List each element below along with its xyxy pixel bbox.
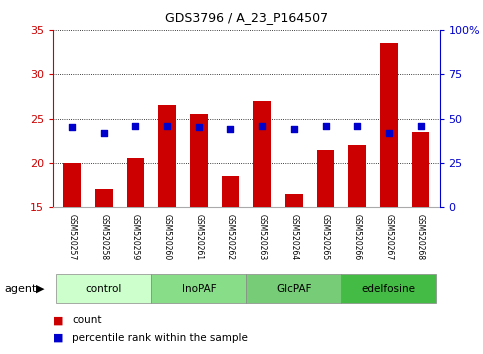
Point xyxy=(68,125,76,130)
Bar xyxy=(127,159,144,207)
Text: GSM520268: GSM520268 xyxy=(416,214,425,260)
Point xyxy=(354,123,361,129)
Bar xyxy=(317,149,334,207)
Point xyxy=(322,123,329,129)
Bar xyxy=(254,101,271,207)
Bar xyxy=(57,274,151,303)
Text: GSM520258: GSM520258 xyxy=(99,214,108,260)
Text: count: count xyxy=(72,315,102,325)
Text: percentile rank within the sample: percentile rank within the sample xyxy=(72,333,248,343)
Text: GSM520265: GSM520265 xyxy=(321,214,330,260)
Text: GlcPAF: GlcPAF xyxy=(276,284,312,293)
Point xyxy=(227,126,234,132)
Text: control: control xyxy=(85,284,122,293)
Point xyxy=(163,123,171,129)
Text: edelfosine: edelfosine xyxy=(362,284,416,293)
Point xyxy=(385,130,393,136)
Bar xyxy=(151,274,246,303)
Text: GSM520264: GSM520264 xyxy=(289,214,298,260)
Point xyxy=(417,123,425,129)
Text: GSM520267: GSM520267 xyxy=(384,214,393,260)
Text: agent: agent xyxy=(5,284,37,293)
Text: ▶: ▶ xyxy=(36,284,45,293)
Text: GSM520261: GSM520261 xyxy=(194,214,203,260)
Text: GDS3796 / A_23_P164507: GDS3796 / A_23_P164507 xyxy=(165,11,328,24)
Text: GSM520262: GSM520262 xyxy=(226,214,235,260)
Bar xyxy=(285,194,302,207)
Bar xyxy=(190,114,208,207)
Bar xyxy=(63,163,81,207)
Point xyxy=(258,123,266,129)
Text: ■: ■ xyxy=(53,333,64,343)
Point xyxy=(131,123,139,129)
Text: GSM520257: GSM520257 xyxy=(68,214,77,260)
Point xyxy=(100,130,108,136)
Bar xyxy=(246,274,341,303)
Bar xyxy=(222,176,239,207)
Text: GSM520263: GSM520263 xyxy=(257,214,267,260)
Bar xyxy=(380,44,398,207)
Text: InoPAF: InoPAF xyxy=(182,284,216,293)
Bar xyxy=(412,132,429,207)
Bar xyxy=(95,189,113,207)
Bar xyxy=(158,105,176,207)
Text: ■: ■ xyxy=(53,315,64,325)
Point xyxy=(195,125,203,130)
Point xyxy=(290,126,298,132)
Text: GSM520259: GSM520259 xyxy=(131,214,140,260)
Bar xyxy=(348,145,366,207)
Bar xyxy=(341,274,436,303)
Text: GSM520266: GSM520266 xyxy=(353,214,362,260)
Text: GSM520260: GSM520260 xyxy=(163,214,171,260)
